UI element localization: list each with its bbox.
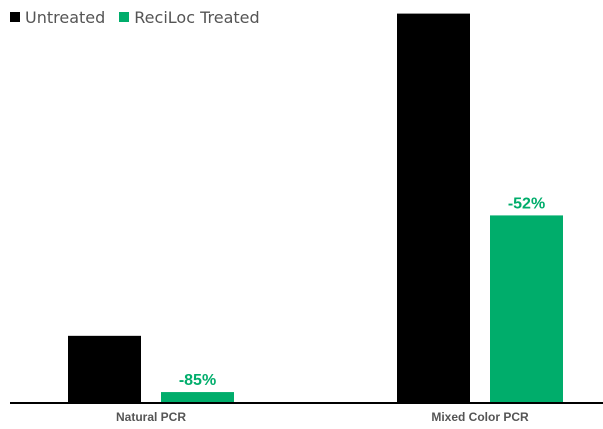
legend-swatch-untreated — [10, 12, 20, 22]
data-label-mixed-color-pcr-reciloc-treated: -52% — [508, 195, 545, 212]
legend-swatch-reciloc-treated — [119, 12, 130, 22]
chart-legend: Untreated ReciLoc Treated — [10, 6, 260, 28]
legend-label-reciloc-treated: ReciLoc Treated — [134, 7, 260, 27]
bar-natural-pcr-untreated — [68, 335, 141, 402]
data-label-natural-pcr-reciloc-treated: -85% — [179, 372, 216, 389]
legend-label-untreated: Untreated — [25, 7, 106, 27]
bars-layer — [68, 13, 563, 403]
bar-mixed-color-pcr-reciloc-treated — [490, 215, 563, 402]
data-labels-layer: -85% -52% — [179, 195, 545, 389]
bar-mixed-color-pcr-untreated — [397, 13, 470, 403]
x-tick-label-natural-pcr: Natural PCR — [116, 410, 186, 424]
legend-item-reciloc-treated: ReciLoc Treated — [119, 7, 260, 27]
x-tick-label-mixed-color-pcr: Mixed Color PCR — [431, 410, 529, 424]
bar-natural-pcr-reciloc-treated — [161, 392, 234, 402]
x-axis-tick-labels: Natural PCR Mixed Color PCR — [116, 410, 529, 424]
legend-item-untreated: Untreated — [10, 8, 105, 27]
